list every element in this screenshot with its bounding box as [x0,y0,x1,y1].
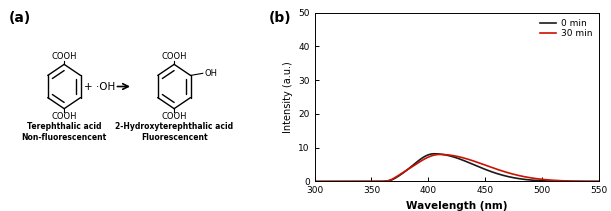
30 min [440,153,447,156]
Text: + ·OH: + ·OH [84,81,115,92]
0 min [431,153,438,155]
Text: COOH: COOH [51,112,77,122]
30 min [436,153,444,156]
Text: COOH: COOH [161,112,187,122]
0 min [311,180,318,183]
0 min [595,180,602,183]
0 min [440,153,447,156]
0 min [384,180,392,182]
Text: (b): (b) [269,11,292,25]
Line: 0 min: 0 min [315,154,599,181]
30 min [595,180,602,183]
Text: COOH: COOH [161,51,187,61]
0 min [479,167,486,170]
Text: 2-Hydroxyterephthalic acid: 2-Hydroxyterephthalic acid [115,122,233,131]
30 min [501,170,508,173]
Text: (a): (a) [9,11,31,24]
Legend: 0 min, 30 min: 0 min, 30 min [538,17,595,40]
30 min [479,163,486,165]
Text: Fluorescencent: Fluorescencent [141,133,208,142]
0 min [501,174,508,177]
0 min [361,180,368,183]
Text: Non-fluorescencent: Non-fluorescencent [21,133,107,142]
Text: OH: OH [204,69,218,78]
X-axis label: Wavelength (nm): Wavelength (nm) [406,201,508,211]
Y-axis label: Intensity (a.u.): Intensity (a.u.) [283,61,293,133]
Line: 30 min: 30 min [315,154,599,181]
30 min [311,180,318,183]
30 min [525,176,533,179]
Text: COOH: COOH [51,51,77,61]
30 min [384,180,392,182]
0 min [525,179,533,181]
Text: Terephthalic acid: Terephthalic acid [27,122,101,131]
30 min [361,180,368,183]
